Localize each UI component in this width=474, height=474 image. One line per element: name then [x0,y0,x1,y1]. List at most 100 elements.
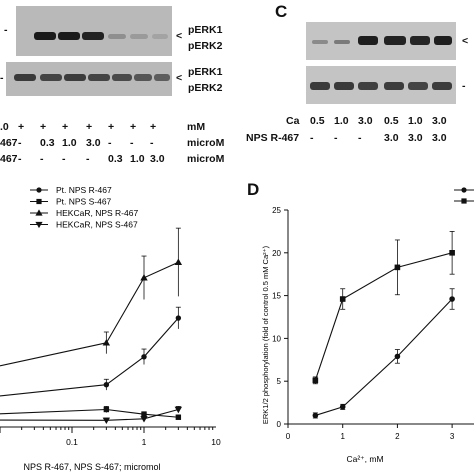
data-point [141,354,147,360]
blot-band [58,32,80,40]
series-circle [0,306,182,397]
data-point [394,264,401,271]
blot-band [312,40,328,44]
data-point [449,296,455,302]
blot-band [14,74,36,81]
blot-band [358,36,378,45]
row-prefix: 467 [0,137,18,149]
series-line [0,384,107,397]
y-tick-label: 10 [272,334,281,343]
treatment-value: + [86,121,93,133]
series-square [312,231,455,385]
data-point [312,412,319,419]
treatment-value: + [18,121,25,133]
legend-marker [461,187,467,193]
chart-axes: 0 5 10 15 20 25 0 1 2 3 [272,206,474,441]
x-tick-label: 3 [450,432,455,441]
treatment-value: - [18,137,22,149]
blot-band [334,82,354,90]
data-point [103,382,110,388]
data-point [339,404,346,410]
treatment-value: - [18,153,22,165]
treatment-value: + [40,121,47,133]
nps-value: 3.0 [408,132,423,144]
data-point [449,250,455,256]
data-point [175,414,182,420]
chart-axes: 0.1 1 10 [0,426,221,447]
nps-value: - [310,132,314,144]
blot-dash: - [462,80,466,92]
blot-dash: - [0,72,4,84]
blot-label-perk2: pERK2 [188,82,223,94]
legend-entry: Pt. NPS R-467 [56,185,112,195]
blot-band [82,32,104,40]
blot-arrow: < [176,30,183,42]
y-tick-label: 15 [272,292,281,301]
data-point [140,416,148,423]
y-tick-label: 25 [272,206,281,215]
nps-value: - [358,132,362,144]
treatment-value: 3.0 [150,153,165,165]
blot-band [134,74,152,81]
plot-area [312,231,455,419]
nps-value: 3.0 [384,132,399,144]
data-point [141,411,147,417]
treatment-value: - [86,153,90,165]
blot-label-perk1: pERK1 [188,66,223,78]
series-line [315,298,453,416]
chart-legend [454,187,474,204]
ca-value: 0.5 [384,115,399,127]
treatment-value: 0.3 [108,153,123,165]
nps-value: - [334,132,338,144]
treatment-value: - [130,137,134,149]
blot-label-perk2: pERK2 [188,40,223,52]
blot-band [108,34,126,39]
chart-erk-vs-calcium: 0 5 10 15 20 25 0 1 2 3 ERK1/2 phosphorylation (f… [261,187,474,464]
treatment-value: + [130,121,137,133]
blot-band [384,36,406,45]
series-line [106,317,179,386]
legend-marker [35,209,43,216]
nps-label: NPS R-467 [246,132,300,144]
legend-entry: Pt. NPS S-467 [56,197,112,207]
x-axis-label: NPS R-467, NPS S-467; micromol [23,462,160,472]
ca-value: 0.5 [310,115,325,127]
legend-marker [36,187,42,193]
y-axis-label: ERK1/2 phosphorylation (fold of control … [261,245,270,424]
blot-label-perk1: pERK1 [188,24,223,36]
ca-value: 1.0 [334,115,349,127]
blot-band [130,34,148,39]
data-point [174,406,183,414]
blot-band [88,74,110,81]
blot-band [112,74,132,81]
blot-band [40,74,62,81]
blot-dash: - [4,24,8,36]
plot-area [0,227,183,425]
blot-band [410,36,430,45]
treatment-value: 1.0 [130,153,145,165]
blot-arrow: < [462,35,469,47]
ca-label: Ca [286,115,300,127]
data-point [140,274,148,281]
blot-top-c [306,22,456,60]
row-unit: mM [187,121,206,133]
series-square [0,405,182,420]
blot-band [34,32,56,40]
data-point [339,296,346,302]
treatment-value: - [150,137,154,149]
data-point [103,406,110,413]
blot-band [152,34,168,39]
legend-marker [35,221,43,229]
legend-entry: HEKCaR, NPS S-467 [56,220,138,230]
treatment-value: - [108,137,112,149]
blot-band [358,82,378,90]
data-point [312,377,319,384]
treatment-value: 1.0 [62,137,77,149]
blot-band [64,74,86,81]
x-tick-label: 0.1 [66,437,78,447]
treatment-value: + [108,121,115,133]
ca-value: 3.0 [358,115,373,127]
series-line [314,252,453,381]
